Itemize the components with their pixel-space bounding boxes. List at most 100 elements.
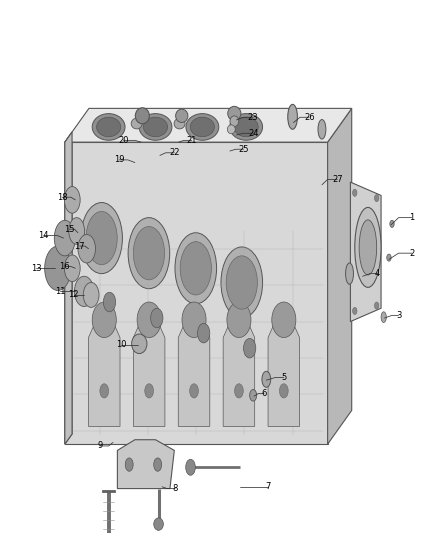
Ellipse shape — [355, 207, 381, 287]
Ellipse shape — [230, 114, 263, 140]
Ellipse shape — [154, 518, 163, 530]
Ellipse shape — [128, 217, 170, 289]
Ellipse shape — [221, 247, 263, 318]
Polygon shape — [178, 302, 210, 426]
Ellipse shape — [381, 312, 386, 322]
Ellipse shape — [279, 384, 288, 398]
Text: 13: 13 — [31, 264, 41, 273]
Ellipse shape — [374, 195, 379, 201]
Ellipse shape — [288, 104, 297, 130]
Ellipse shape — [359, 220, 377, 275]
Ellipse shape — [64, 187, 80, 213]
Text: 1: 1 — [409, 213, 414, 222]
Ellipse shape — [174, 118, 185, 129]
Text: 23: 23 — [248, 113, 258, 122]
Polygon shape — [65, 108, 352, 142]
Text: 2: 2 — [409, 249, 414, 257]
Ellipse shape — [54, 220, 75, 256]
Ellipse shape — [227, 125, 235, 134]
Ellipse shape — [64, 255, 80, 281]
Ellipse shape — [74, 276, 94, 306]
Ellipse shape — [182, 302, 206, 337]
Text: 14: 14 — [39, 231, 49, 240]
Ellipse shape — [100, 384, 109, 398]
Text: 11: 11 — [55, 287, 66, 296]
Ellipse shape — [244, 338, 256, 358]
Ellipse shape — [83, 282, 99, 308]
Ellipse shape — [180, 241, 212, 295]
Text: 22: 22 — [169, 148, 180, 157]
Text: 5: 5 — [281, 373, 286, 382]
Polygon shape — [133, 302, 165, 426]
Text: 10: 10 — [116, 340, 126, 349]
Ellipse shape — [154, 458, 162, 471]
Text: 16: 16 — [60, 262, 70, 271]
Ellipse shape — [272, 302, 296, 337]
Ellipse shape — [86, 212, 117, 265]
Ellipse shape — [226, 256, 258, 309]
Polygon shape — [65, 132, 72, 444]
Polygon shape — [223, 302, 255, 426]
Polygon shape — [65, 142, 328, 444]
Ellipse shape — [139, 114, 172, 140]
Ellipse shape — [235, 384, 244, 398]
Polygon shape — [328, 108, 352, 444]
Text: 12: 12 — [68, 290, 79, 300]
Ellipse shape — [190, 384, 198, 398]
Text: 27: 27 — [332, 175, 343, 184]
Ellipse shape — [191, 117, 215, 137]
Ellipse shape — [346, 263, 353, 284]
Ellipse shape — [262, 372, 271, 387]
Ellipse shape — [137, 302, 161, 337]
Ellipse shape — [92, 114, 125, 140]
Ellipse shape — [133, 227, 165, 280]
Polygon shape — [350, 182, 381, 321]
Ellipse shape — [125, 458, 133, 471]
Ellipse shape — [353, 189, 357, 196]
Ellipse shape — [234, 117, 258, 137]
Ellipse shape — [45, 246, 71, 290]
Ellipse shape — [135, 108, 149, 124]
Ellipse shape — [374, 302, 379, 309]
Text: 9: 9 — [97, 441, 102, 450]
Ellipse shape — [390, 220, 394, 228]
Polygon shape — [117, 440, 174, 489]
Text: 20: 20 — [118, 136, 129, 145]
Polygon shape — [268, 302, 300, 426]
Text: 6: 6 — [261, 389, 267, 398]
Ellipse shape — [145, 384, 153, 398]
Ellipse shape — [103, 292, 116, 312]
Ellipse shape — [186, 459, 195, 475]
Ellipse shape — [78, 235, 95, 263]
Text: 8: 8 — [173, 484, 178, 493]
Ellipse shape — [198, 324, 210, 343]
Text: 24: 24 — [248, 129, 258, 138]
Text: 26: 26 — [304, 113, 314, 122]
Ellipse shape — [151, 308, 163, 328]
Ellipse shape — [131, 334, 147, 353]
Ellipse shape — [81, 203, 122, 273]
Text: 17: 17 — [74, 241, 85, 251]
Ellipse shape — [175, 233, 216, 304]
Ellipse shape — [230, 116, 239, 126]
Ellipse shape — [387, 254, 391, 261]
Text: 21: 21 — [187, 136, 197, 145]
Ellipse shape — [143, 117, 167, 137]
Text: 4: 4 — [375, 269, 380, 278]
Text: 18: 18 — [57, 193, 67, 201]
Text: 19: 19 — [114, 156, 124, 164]
Ellipse shape — [131, 118, 142, 129]
Ellipse shape — [186, 114, 219, 140]
Polygon shape — [88, 302, 120, 426]
Ellipse shape — [69, 217, 85, 244]
Text: 3: 3 — [396, 311, 401, 320]
Text: 7: 7 — [265, 482, 271, 491]
Ellipse shape — [227, 302, 251, 337]
Ellipse shape — [92, 302, 117, 337]
Ellipse shape — [176, 109, 188, 123]
Text: 15: 15 — [64, 225, 74, 233]
Ellipse shape — [353, 308, 357, 314]
Ellipse shape — [318, 119, 326, 139]
Ellipse shape — [250, 390, 257, 401]
Ellipse shape — [96, 117, 120, 137]
